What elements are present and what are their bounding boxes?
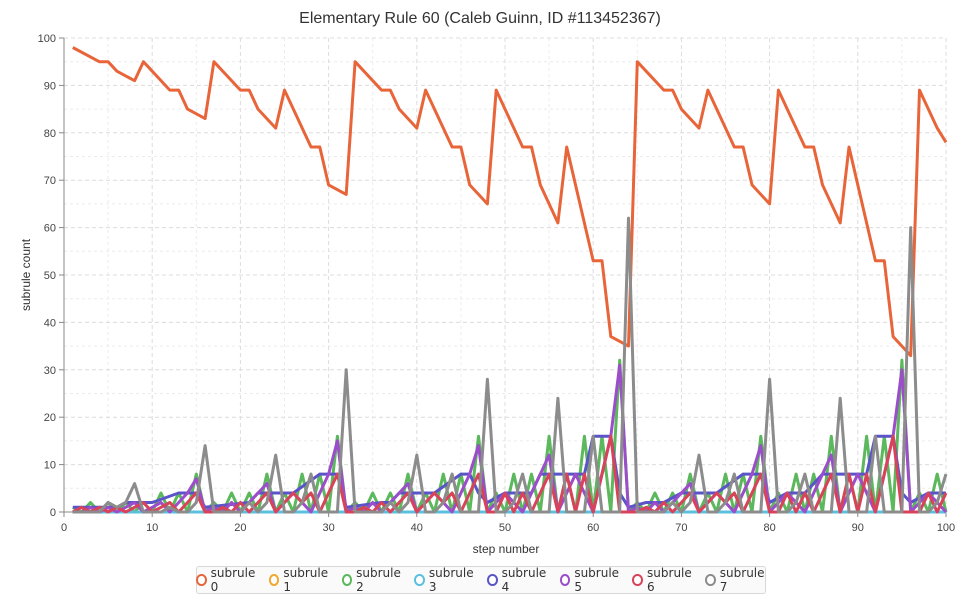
- x-tick-label: 60: [587, 522, 599, 534]
- x-tick-label: 90: [852, 522, 864, 534]
- y-tick-label: 100: [38, 33, 56, 45]
- legend-swatch: [487, 574, 498, 586]
- legend-item-subrule-7[interactable]: subrule 7: [705, 566, 766, 594]
- legend-swatch: [632, 574, 644, 586]
- y-tick-label: 50: [44, 270, 56, 282]
- y-tick-label: 0: [50, 507, 56, 519]
- legend-item-subrule-0[interactable]: subrule 0: [196, 566, 257, 594]
- x-tick-label: 30: [322, 522, 334, 534]
- chart-title: Elementary Rule 60 (Caleb Guinn, ID #113…: [299, 10, 661, 27]
- y-axis-label: subrule count: [19, 238, 33, 311]
- legend-swatch: [414, 574, 425, 586]
- x-tick-label: 100: [937, 522, 955, 534]
- axes: 0 10 20 30 40 50 60 70 80 90 100 0 10 20 30 40 50 60 70 80 9…: [38, 33, 956, 534]
- legend: subrule 0 subrule 1 subrule 2 subrule 3 subr…: [196, 566, 766, 594]
- legend-swatch: [341, 574, 353, 586]
- x-tick-label: 80: [763, 522, 775, 534]
- legend-swatch: [705, 574, 716, 586]
- x-tick-label: 20: [234, 522, 246, 534]
- x-tick-label: 70: [675, 522, 687, 534]
- y-tick-label: 60: [44, 223, 56, 235]
- series-line-subrule-0: [72, 46, 948, 358]
- y-tick-label: 10: [44, 460, 56, 472]
- legend-label: subrule 3: [428, 566, 474, 594]
- x-tick-label: 40: [411, 522, 423, 534]
- legend-label: subrule 5: [574, 566, 620, 594]
- y-tick-label: 40: [44, 317, 56, 329]
- y-tick-label: 70: [44, 175, 56, 187]
- legend-label: subrule 7: [719, 566, 765, 594]
- legend-label: subrule 4: [501, 566, 547, 594]
- x-tick-label: 50: [499, 522, 511, 534]
- y-tick-label: 20: [44, 412, 56, 424]
- legend-item-subrule-1[interactable]: subrule 1: [268, 566, 330, 594]
- legend-item-subrule-2[interactable]: subrule 2: [341, 566, 403, 594]
- legend-label: subrule 0: [210, 566, 256, 594]
- x-axis-label: step number: [473, 542, 540, 556]
- series-line-subrule-7: [72, 216, 948, 514]
- legend-label: subrule 2: [356, 566, 401, 594]
- series-line-subrule-6: [72, 434, 948, 514]
- legend-swatch: [268, 574, 280, 586]
- x-tick-label: 0: [61, 522, 67, 534]
- y-tick-label: 80: [44, 128, 56, 140]
- legend-item-subrule-3[interactable]: subrule 3: [414, 566, 475, 594]
- y-tick-label: 90: [44, 80, 56, 92]
- legend-label: subrule 1: [283, 566, 329, 594]
- y-tick-label: 30: [44, 365, 56, 377]
- legend-swatch: [559, 574, 571, 586]
- legend-item-subrule-4[interactable]: subrule 4: [487, 566, 548, 594]
- series-layer: [72, 46, 948, 514]
- legend-item-subrule-5[interactable]: subrule 5: [559, 566, 621, 594]
- legend-item-subrule-6[interactable]: subrule 6: [632, 566, 693, 594]
- legend-label: subrule 6: [647, 566, 692, 594]
- x-tick-label: 10: [146, 522, 158, 534]
- legend-swatch: [196, 574, 207, 586]
